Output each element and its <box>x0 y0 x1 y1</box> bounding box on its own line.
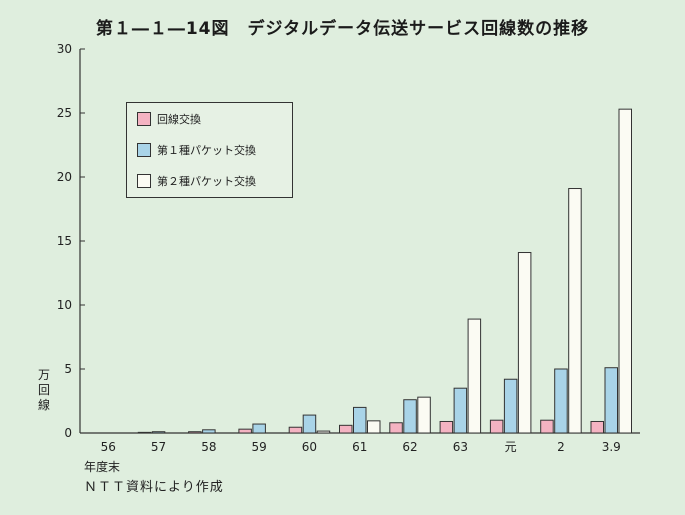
x-tick-label: 3.9 <box>602 440 621 454</box>
chart-title: 第１―１―14図 デジタルデータ伝送サービス回線数の推移 <box>95 19 590 39</box>
bar <box>503 378 518 434</box>
bar <box>453 387 468 434</box>
y-tick-label: 15 <box>57 234 72 248</box>
y-axis-label-char: 回 <box>38 383 51 397</box>
bar <box>568 188 582 434</box>
bar <box>288 426 303 434</box>
legend-swatch-packet1 <box>137 143 151 157</box>
x-tick-label: 56 <box>101 440 116 454</box>
bar <box>517 252 532 434</box>
bar <box>403 399 417 434</box>
bar <box>137 431 152 434</box>
bar <box>389 422 403 434</box>
bar <box>467 318 482 434</box>
bar <box>202 429 216 434</box>
y-tick-label: 25 <box>57 106 72 120</box>
y-axis-label-char: 線 <box>38 398 51 412</box>
bar <box>439 420 454 434</box>
bar <box>618 108 632 434</box>
bar <box>238 428 252 434</box>
legend-item: 第１種パケット交換 <box>137 142 256 158</box>
bar <box>417 396 431 434</box>
x-tick-label: 63 <box>453 440 468 454</box>
bar <box>151 431 166 434</box>
bars <box>137 108 632 434</box>
legend-item: 第２種パケット交換 <box>137 173 256 189</box>
legend-swatch-packet2 <box>137 174 151 188</box>
bar <box>353 406 367 434</box>
x-tick-label: 2 <box>557 440 565 454</box>
x-tick-label: 62 <box>402 440 417 454</box>
x-tick-label: 57 <box>151 440 166 454</box>
x-tick-label: 元 <box>505 440 517 454</box>
bar <box>590 420 604 434</box>
bar <box>316 430 331 434</box>
bar <box>604 367 618 434</box>
y-tick-label: 30 <box>57 42 72 56</box>
y-tick-label: 0 <box>64 426 72 440</box>
x-axis-label: 年度末 <box>84 460 121 474</box>
legend: 回線交換 第１種パケット交換 第２種パケット交換 <box>126 102 293 198</box>
bar <box>252 423 266 434</box>
bar <box>302 414 317 434</box>
y-axis-label-char: 万 <box>38 368 51 382</box>
y-tick-label: 5 <box>64 362 72 376</box>
bar <box>489 419 504 434</box>
legend-item: 回線交換 <box>137 111 201 127</box>
legend-label: 回線交換 <box>157 113 201 126</box>
bar <box>554 368 568 434</box>
y-tick-label: 20 <box>57 170 72 184</box>
bar <box>540 419 554 434</box>
x-tick-label: 60 <box>302 440 317 454</box>
legend-label: 第２種パケット交換 <box>157 175 256 188</box>
x-tick-label: 61 <box>352 440 367 454</box>
source-note: ＮＴＴ資料により作成 <box>84 480 224 495</box>
bar <box>188 431 202 434</box>
legend-swatch-circuit <box>137 112 151 126</box>
tick-labels: 0 5 10 15 20 25 30 56 57 58 59 60 61 62 63 元 2 3.9 <box>57 42 621 454</box>
x-tick-label: 58 <box>201 440 216 454</box>
x-tick-label: 59 <box>252 440 267 454</box>
bar <box>367 420 381 434</box>
legend-label: 第１種パケット交換 <box>157 144 256 157</box>
y-tick-label: 10 <box>57 298 72 312</box>
bar <box>339 424 353 434</box>
